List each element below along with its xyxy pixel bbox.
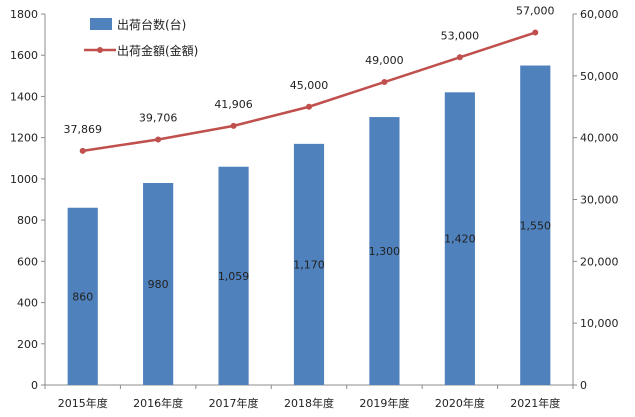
left-tick-label: 1200 <box>10 132 38 145</box>
line-data-label: 41,906 <box>214 98 253 111</box>
line-data-label: 39,706 <box>139 111 178 124</box>
x-tick-label: 2015年度 <box>58 396 108 410</box>
line-point <box>532 29 539 36</box>
line-point <box>230 122 237 129</box>
bar <box>520 65 551 386</box>
left-tick-label: 1600 <box>10 49 38 62</box>
bar-data-label: 1,059 <box>218 270 250 283</box>
left-tick-label: 1800 <box>10 8 38 21</box>
bar <box>218 166 249 385</box>
bar-data-label: 1,550 <box>520 219 552 232</box>
left-tick-label: 800 <box>17 214 38 227</box>
line-point <box>79 147 86 154</box>
right-tick-label: 20,000 <box>580 255 619 268</box>
line-point <box>155 136 162 143</box>
bar-data-label: 1,300 <box>369 245 401 258</box>
left-tick-label: 1400 <box>10 90 38 103</box>
right-tick-label: 50,000 <box>580 70 619 83</box>
bar <box>369 117 400 386</box>
line-data-label: 45,000 <box>290 79 329 92</box>
legend-line-label: 出荷金額(金額) <box>117 43 198 58</box>
line-data-label: 37,869 <box>63 123 102 136</box>
line-data-label: 53,000 <box>441 29 480 42</box>
x-tick-label: 2016年度 <box>133 396 183 410</box>
left-tick-label: 200 <box>17 338 38 351</box>
bar <box>67 207 98 385</box>
legend-bar-label: 出荷台数(台) <box>117 17 186 32</box>
bar <box>293 143 325 385</box>
legend: 出荷台数(台) 出荷金額(金額) <box>84 17 198 58</box>
bar-data-label: 1,420 <box>444 233 476 246</box>
right-tick-label: 10,000 <box>580 317 619 330</box>
x-tick-label: 2017年度 <box>209 396 259 410</box>
left-y-ticks: 0 200 400 600 800 1000 1200 1400 1600 1800 <box>10 8 45 392</box>
right-tick-label: 60,000 <box>580 8 619 21</box>
line-series: 37,869 39,706 41,906 45,000 49,000 53,000 57,0… <box>63 5 555 154</box>
line-data-label: 49,000 <box>365 54 404 67</box>
legend-bar-swatch <box>90 18 112 30</box>
bar-series: 860 980 1,059 1,170 1,300 1,420 1,550 <box>67 65 552 386</box>
left-tick-label: 1000 <box>10 173 38 186</box>
bar-data-label: 1,170 <box>293 258 325 271</box>
line-point <box>456 54 463 61</box>
left-tick-label: 0 <box>31 379 38 392</box>
right-tick-label: 40,000 <box>580 132 619 145</box>
line-data-label: 57,000 <box>516 5 555 18</box>
x-tick-label: 2018年度 <box>284 396 334 410</box>
legend-line-marker <box>97 47 103 53</box>
x-tick-label: 2020年度 <box>435 396 485 410</box>
bar-data-label: 860 <box>72 290 93 303</box>
line-point <box>381 79 388 86</box>
right-tick-label: 0 <box>580 379 587 392</box>
x-axis-ticks: 2015年度 2016年度 2017年度 2018年度 2019年度 2020年度 2021… <box>44 385 574 410</box>
left-tick-label: 600 <box>17 255 38 268</box>
bar-data-label: 980 <box>148 278 169 291</box>
right-y-ticks: 0 10,000 20,000 30,000 40,000 50,000 60,000 <box>573 8 619 392</box>
bar <box>143 183 174 385</box>
x-tick-label: 2021年度 <box>510 396 560 410</box>
left-tick-label: 400 <box>17 297 38 310</box>
bar <box>444 92 475 386</box>
x-tick-label: 2019年度 <box>359 396 409 410</box>
line-point <box>306 103 312 110</box>
right-tick-label: 30,000 <box>580 194 619 207</box>
